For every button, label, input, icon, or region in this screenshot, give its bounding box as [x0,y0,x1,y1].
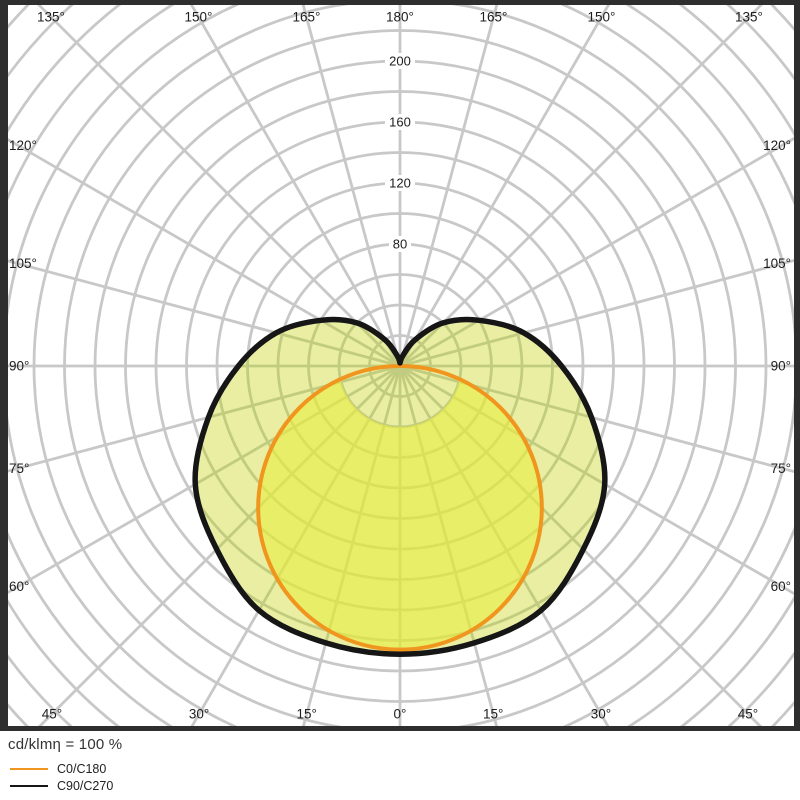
grid-radial-line [187,0,402,367]
grid-radial-line [398,365,613,731]
angle-label: 45° [738,707,758,722]
angle-label: 90° [771,359,791,374]
radial-tick-label-box [389,236,411,252]
grid-radial-line [0,257,401,368]
grid-radial-line [187,365,402,731]
angle-label: 150° [185,10,213,25]
grid-radial-line [399,365,767,731]
angle-label: 165° [293,10,321,25]
grid-radial-line [0,364,401,599]
radial-tick-label: 160 [389,115,411,130]
polar-grid-saturated [0,0,800,731]
angle-label: 105° [763,256,791,271]
angle-label: 135° [37,10,65,25]
c0-c180-curve [256,364,544,652]
legend-title: cd/klmη = 100 % [8,736,123,753]
c90-c270-curve [192,316,608,657]
grid-radial-line [300,0,402,367]
angle-label: 180° [386,10,414,25]
angle-label: 135° [735,10,763,25]
radial-tick-label: 200 [389,54,411,69]
angle-label: 30° [591,707,611,722]
angle-label: 165° [480,10,508,25]
photometric-polar-chart: 80 120 160 200 0° 15° 15° 30° 30° 45° 45° 60° 60° 75°… [0,0,800,731]
angle-label: 15° [483,707,503,722]
grid-radial-line [399,257,800,368]
legend-label-c90-c270: C90/C270 [57,779,114,793]
angle-label: 60° [9,579,29,594]
angle-label: 0° [394,707,407,722]
radial-tick-label-box [385,53,415,69]
grid-radial-line [399,364,800,599]
grid-radial-line [0,364,401,475]
legend-swatch-c90-c270-line [10,785,48,787]
angle-label: 60° [771,579,791,594]
angle-label: 120° [763,138,791,153]
angle-label: 30° [189,707,209,722]
grid-radial-line [399,364,800,475]
grid-radial-line [33,365,401,731]
grid-radial-line [32,0,401,367]
angle-label: 120° [9,138,37,153]
legend-swatch-c0-c180-line [10,768,48,770]
angle-label: 75° [771,461,791,476]
angle-label: 90° [9,359,29,374]
radial-tick-label-box [385,175,415,191]
angle-label: 75° [9,461,29,476]
radial-tick-label-box [385,114,415,130]
angle-label: 45° [42,707,62,722]
angle-label: 15° [297,707,317,722]
radial-tick-label: 80 [393,237,407,252]
grid-radial-line [398,0,613,367]
angle-label: 105° [9,256,37,271]
legend-label-c0-c180: C0/C180 [57,762,107,776]
angle-label: 150° [588,10,616,25]
radial-tick-label: 120 [389,176,411,191]
grid-radial-line [399,0,768,367]
grid-radial-line [398,0,500,367]
